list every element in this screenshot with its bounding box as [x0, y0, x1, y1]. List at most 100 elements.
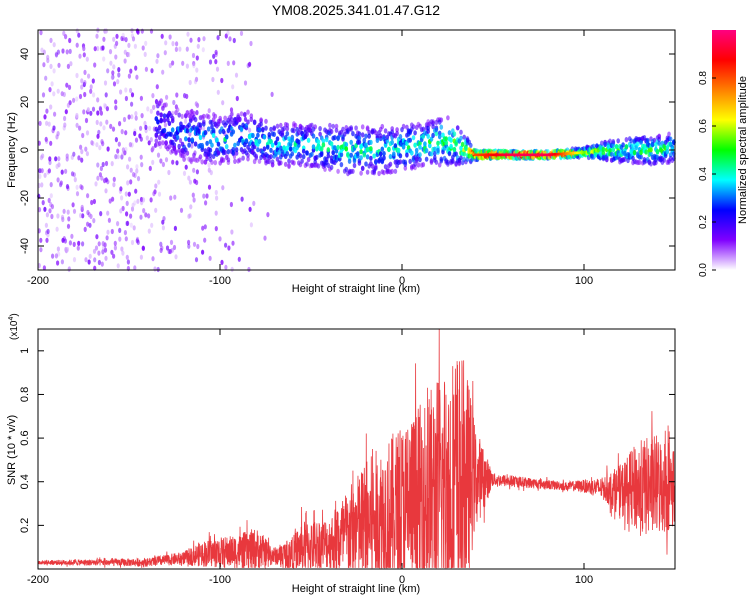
spectrogram-noise-speck [104, 92, 108, 98]
spectrogram-ridge-cell [413, 130, 417, 136]
spectrogram-noise-speck [96, 110, 100, 116]
spectrogram-ridge-cell [388, 161, 393, 167]
spectrogram-noise-speck [221, 100, 225, 106]
spectrogram-peak-cell [579, 151, 582, 154]
spectrogram-noise-speck [243, 80, 248, 86]
spectrogram-noise-speck [130, 239, 135, 246]
spectrogram-noise-speck [67, 84, 72, 90]
spectrogram-ridge-cell [252, 144, 257, 150]
spectrogram-noise-speck [117, 141, 121, 147]
spectrogram-peak-cell [477, 153, 480, 157]
spectrogram-noise-speck [102, 56, 106, 62]
spectrogram-noise-speck [156, 53, 160, 59]
spectrogram-ridge-cell [603, 141, 607, 147]
spectrogram-ridge-cell [447, 130, 452, 136]
spectrogram-ridge-cell [356, 151, 360, 157]
spectrogram-noise-speck [139, 95, 143, 101]
spectrogram-ridge-cell [274, 140, 278, 146]
spectrogram-ridge-cell [193, 117, 198, 123]
spectrogram-noise-speck [66, 223, 71, 229]
snr-x-tick-label: 0 [399, 574, 405, 586]
spectrogram-noise-speck [188, 213, 192, 219]
spectrogram-noise-speck [42, 62, 46, 68]
spectrogram-ridge-cell [287, 163, 291, 169]
spectrogram-ridge-cell [157, 140, 162, 146]
spectrogram-ridge-cell [380, 123, 385, 130]
spectrogram-noise-speck [80, 185, 84, 191]
spectrogram-noise-speck [52, 91, 56, 97]
spectrogram-noise-speck [203, 237, 207, 243]
spectrogram-noise-speck [203, 224, 207, 230]
spectrogram-noise-speck [192, 63, 196, 69]
spectrogram-ridge-cell [421, 162, 426, 168]
spectrogram-ridge-cell [390, 126, 395, 132]
spectrogram-ridge-cell [274, 152, 278, 158]
spectrogram-ridge-cell [257, 126, 262, 132]
spectrogram-ridge-cell [410, 150, 414, 156]
spectrogram-ridge-cell [360, 132, 365, 138]
spectrogram-ridge-cell [182, 156, 186, 162]
spectrogram-noise-speck [89, 84, 93, 90]
spectrogram-noise-speck [43, 206, 47, 212]
spectrogram-noise-speck [145, 135, 149, 141]
spectrogram-noise-speck [55, 226, 59, 232]
spectrogram-noise-speck [263, 235, 267, 241]
spectrogram-peak-cell [565, 152, 568, 155]
spectrogram-noise-speck [95, 119, 99, 125]
spectrogram-ridge-cell [323, 166, 327, 172]
spectrogram-ridge-cell [392, 151, 396, 157]
spectrogram-ridge-cell [211, 127, 216, 134]
spectrogram-ridge-cell [254, 155, 258, 161]
spectrogram-ridge-cell [229, 116, 234, 122]
spectrogram-noise-speck [83, 226, 87, 232]
spectrogram-noise-speck [116, 148, 120, 154]
spectrogram-peak-cell [481, 153, 484, 157]
spectrogram-peak-cell [472, 152, 475, 156]
spectrogram-ridge-cell [621, 142, 625, 148]
spectrogram-noise-speck [56, 131, 60, 137]
spectrogram-noise-speck [111, 70, 115, 76]
spectrogram-peak-cell [503, 153, 506, 157]
spectrogram-noise-speck [248, 206, 252, 212]
spectrogram-noise-speck [45, 212, 50, 218]
spectrogram-ridge-cell [344, 166, 349, 172]
spectrogram-ridge-cell [198, 154, 203, 160]
spectrogram-noise-speck [96, 45, 100, 52]
spectrogram-noise-speck [195, 110, 199, 116]
spectrogram-x-tick-label: 0 [399, 275, 405, 287]
spectrogram-noise-speck [56, 246, 61, 252]
spectrogram-ridge-cell [162, 127, 167, 134]
spectrogram-noise-speck [45, 120, 49, 126]
spectrogram-ridge-cell [372, 153, 377, 159]
figure-title: YM08.2025.341.01.47.G12 [272, 2, 440, 18]
spectrogram-noise-speck [197, 37, 201, 43]
spectrogram-noise-speck [41, 200, 45, 206]
spectrogram-ridge-cell [326, 153, 331, 159]
spectrogram-ridge-cell [403, 165, 408, 171]
spectrogram-noise-speck [72, 151, 76, 157]
spectrogram-noise-speck [159, 247, 163, 253]
spectrogram-noise-speck [112, 36, 116, 42]
spectrogram-ridge-cell [405, 152, 409, 158]
spectrogram-noise-speck [78, 125, 82, 131]
spectrogram-peak-cell [512, 153, 515, 157]
spectrogram-noise-speck [92, 198, 96, 205]
spectrogram-ridge-cell [170, 115, 175, 121]
spectrogram-noise-speck [216, 35, 220, 41]
colorbar-tick-label: 0.0 [698, 263, 709, 277]
spectrogram-ridge-cell [600, 140, 604, 146]
spectrogram-ridge-cell [318, 131, 322, 137]
spectrogram-noise-speck [214, 59, 218, 65]
spectrogram-ridge-cell [331, 150, 336, 156]
spectrogram-ridge-cell [244, 138, 249, 144]
spectrogram-noise-speck [226, 30, 230, 36]
spectrogram-ridge-cell [655, 148, 660, 154]
spectrogram-noise-speck [136, 176, 141, 182]
spectrogram-ridge-cell [631, 143, 635, 149]
spectrogram-noise-speck [70, 233, 74, 239]
spectrogram-ridge-cell [270, 142, 275, 148]
spectrogram-ridge-cell [185, 128, 190, 134]
spectrogram-noise-speck [106, 146, 110, 152]
spectrogram-noise-speck [45, 108, 49, 114]
